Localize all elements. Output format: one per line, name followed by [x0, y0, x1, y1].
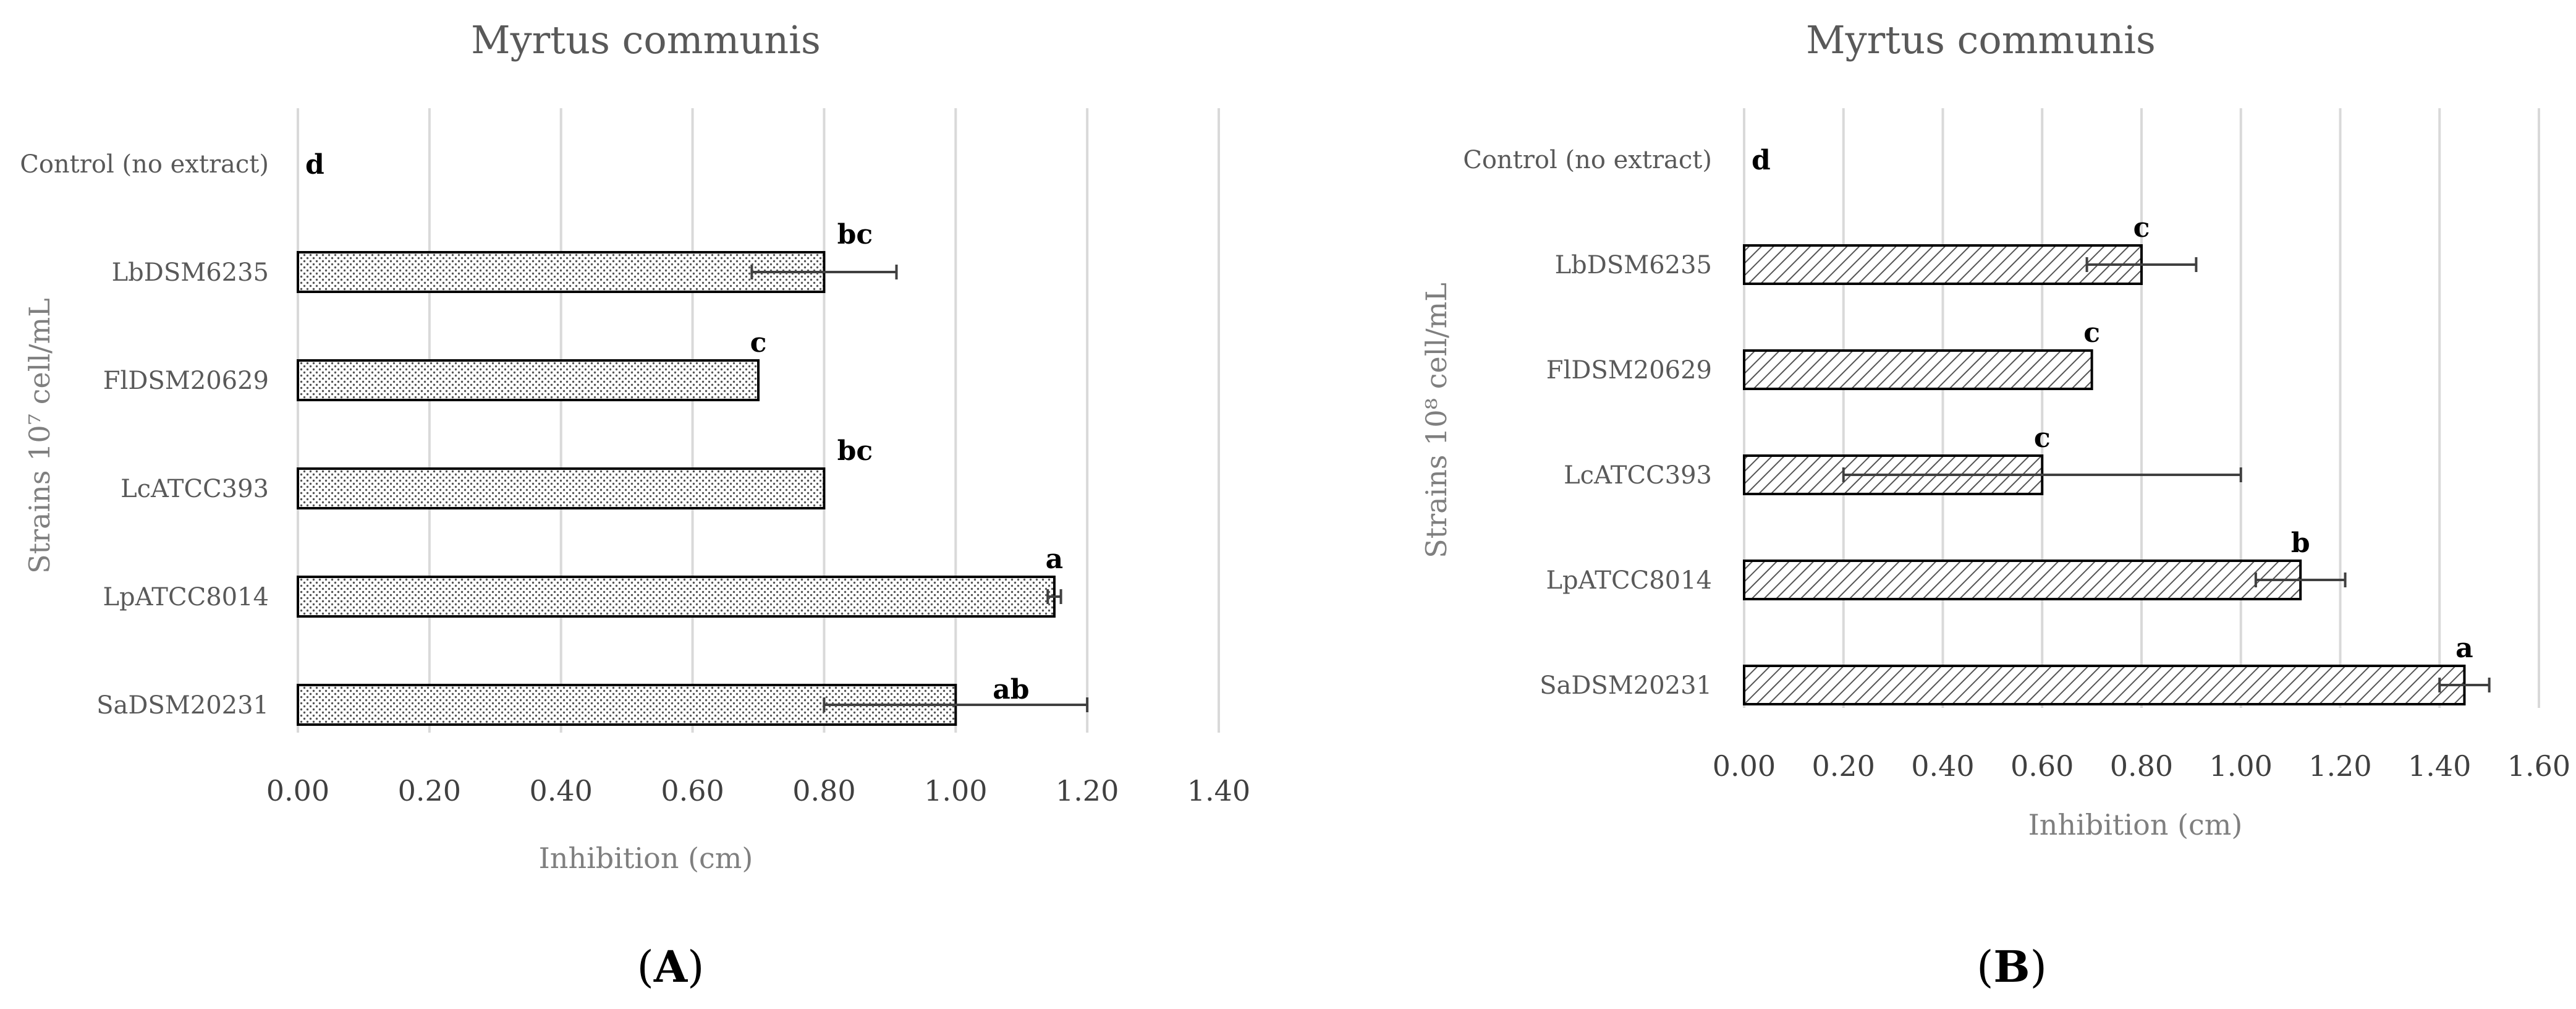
panel-letter: A — [653, 941, 688, 992]
x-tick-label: 1.00 — [924, 774, 987, 807]
category-label: LpATCC8014 — [1546, 566, 1712, 595]
category-labels: Control (no extract) LbDSM6235 FlDSM20629 L… — [1463, 146, 1712, 700]
significance-letter: bc — [837, 435, 873, 467]
panel-label: (B) — [1976, 941, 2047, 992]
error-bar — [2438, 678, 2491, 692]
significance-letter: a — [2455, 632, 2473, 664]
x-tick-label: 0.20 — [1812, 749, 1875, 783]
y-axis-title: Strains 10⁸ cell/mL — [1420, 283, 1453, 558]
x-tick-label: 0.60 — [2010, 749, 2074, 783]
x-axis-title: Inhibition (cm) — [539, 841, 753, 875]
error-bar — [2085, 257, 2198, 272]
gridlines — [297, 108, 1220, 733]
x-tick-label: 1.40 — [1187, 774, 1250, 807]
bar — [297, 359, 760, 401]
significance-letter: c — [2034, 422, 2051, 454]
x-tick-labels: 0.00 0.20 0.40 0.60 0.80 1.00 1.20 1.40 1.60 — [1713, 749, 2570, 783]
significance-letters: d c c c b a — [1752, 145, 2473, 664]
bar — [297, 251, 826, 293]
category-label: LcATCC393 — [1564, 461, 1712, 490]
panel-label: (A) — [637, 941, 705, 992]
category-label: SaDSM20231 — [1540, 671, 1712, 700]
category-label: FlDSM20629 — [1546, 356, 1712, 385]
x-tick-label: 1.60 — [2507, 749, 2570, 783]
category-label: LcATCC393 — [121, 475, 269, 503]
x-tick-label: 1.00 — [2210, 749, 2273, 783]
error-bars — [1842, 257, 2491, 692]
bar — [1743, 560, 2302, 600]
bar — [1743, 244, 2143, 285]
bar — [297, 467, 826, 509]
gridlines — [1743, 108, 2540, 708]
significance-letter: d — [305, 149, 324, 181]
category-label: LbDSM6235 — [112, 258, 269, 287]
x-tick-label: 0.60 — [661, 774, 724, 807]
bar — [1743, 349, 2093, 390]
category-label: LpATCC8014 — [103, 583, 269, 611]
x-tick-label: 0.40 — [1911, 749, 1974, 783]
x-tick-label: 0.80 — [792, 774, 855, 807]
x-tick-label: 0.40 — [530, 774, 593, 807]
error-bar — [1842, 467, 2242, 482]
significance-letter: a — [1046, 543, 1064, 575]
error-bar — [823, 697, 1089, 712]
significance-letters: d bc c bc a ab — [305, 149, 1063, 705]
error-bar — [2254, 573, 2347, 587]
chart-panel-a: d bc c bc a ab Control (no extract) LbDSM6235 F… — [20, 17, 1250, 992]
x-tick-label: 0.00 — [266, 774, 329, 807]
chart-panel-b: d c c c b a Control (no extract) LbDSM6235 FlDS… — [1420, 17, 2570, 992]
x-tick-label: 1.40 — [2408, 749, 2471, 783]
x-tick-label: 0.80 — [2110, 749, 2173, 783]
y-axis-title: Strains 10⁷ cell/mL — [23, 298, 56, 574]
chart-title: Myrtus communis — [1806, 17, 2156, 62]
x-tick-label: 0.00 — [1713, 749, 1776, 783]
bar — [1743, 665, 2466, 705]
x-tick-label: 0.20 — [398, 774, 461, 807]
significance-letter: c — [2133, 212, 2150, 244]
category-label: Control (no extract) — [1463, 146, 1712, 174]
category-label: FlDSM20629 — [103, 367, 269, 395]
error-bars — [750, 265, 1089, 712]
x-axis-title: Inhibition (cm) — [2028, 808, 2243, 841]
significance-letter: c — [750, 327, 767, 359]
x-tick-label: 1.20 — [2308, 749, 2371, 783]
panel-letter: B — [1993, 941, 2030, 992]
significance-letter: bc — [837, 219, 873, 250]
category-label: SaDSM20231 — [96, 691, 269, 720]
x-tick-labels: 0.00 0.20 0.40 0.60 0.80 1.00 1.20 1.40 — [266, 774, 1250, 807]
significance-letter: d — [1752, 145, 1771, 176]
x-tick-label: 1.20 — [1056, 774, 1119, 807]
bars — [297, 251, 1056, 726]
category-label: Control (no extract) — [20, 150, 269, 179]
significance-letter: ab — [993, 674, 1029, 705]
significance-letter: c — [2083, 317, 2100, 349]
category-labels: Control (no extract) LbDSM6235 FlDSM20629 L… — [20, 150, 269, 720]
error-bar — [750, 265, 898, 279]
significance-letter: b — [2291, 527, 2310, 559]
chart-title: Myrtus communis — [471, 17, 821, 62]
bar — [297, 576, 1056, 618]
error-bar — [1046, 589, 1062, 604]
category-label: LbDSM6235 — [1555, 251, 1712, 279]
